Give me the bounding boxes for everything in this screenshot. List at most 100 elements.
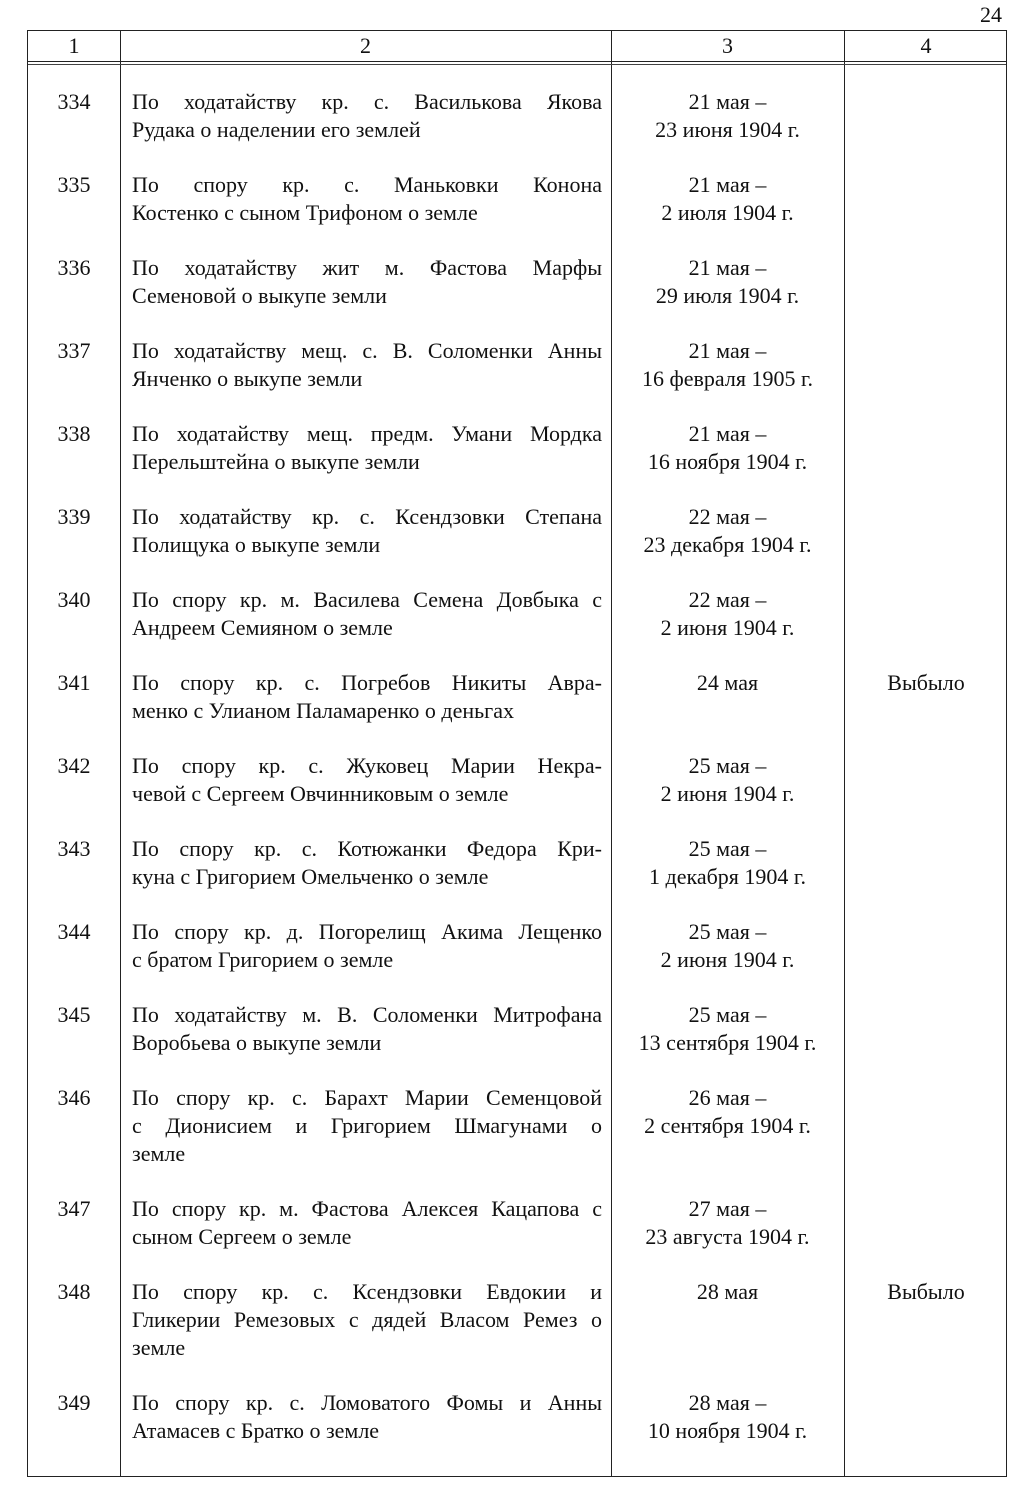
case-description: По спору кр. д. Погорелищ Акима Лещенко с… [132, 918, 602, 974]
description-line: Рудака о наделении его землей [132, 117, 421, 142]
date-line: 2 июня 1904 г. [660, 781, 795, 806]
date-line: 1 декабря 1904 г. [649, 864, 806, 889]
row-number: 345 [57, 1002, 91, 1027]
table-row: 341 По спору кр. с. Погребов Никиты Авра-… [28, 669, 1006, 752]
description-line: По ходатайству мещ. предм. Умани Мордка [132, 421, 602, 446]
description-line: По спору кр. с. Ломоватого Фомы и Анны [132, 1390, 602, 1415]
date-line: 2 июня 1904 г. [660, 947, 795, 972]
table-row: 343 По спору кр. с. Котюжанки Федора Кри-… [28, 835, 1006, 918]
case-description: По спору кр. с. Барахт Марии Семенцовой с… [132, 1084, 602, 1168]
header-col-1: 1 [68, 33, 80, 58]
date-line: 28 мая [696, 1279, 759, 1304]
date-line: 25 мая – [688, 753, 767, 778]
table-row: 337 По ходатайству мещ. с. В. Соломенки А… [28, 337, 1006, 420]
description-line: Андреем Семияном о земле [132, 615, 393, 640]
description-line: По ходатайству жит м. Фастова Марфы [132, 255, 602, 280]
description-line: Воробьева о выкупе земли [132, 1030, 382, 1055]
description-line: чевой с Сергеем Овчинниковым о земле [132, 781, 509, 806]
date-line: 21 мая – [688, 172, 767, 197]
case-description: По спору кр. с. Котюжанки Федора Кри-кун… [132, 835, 602, 891]
table-row: 336 По ходатайству жит м. Фастова Марфы Се… [28, 254, 1006, 337]
case-description: По спору кр. м. Фастова Алексея Кацапова… [132, 1195, 602, 1251]
row-number: 337 [57, 338, 91, 363]
row-number: 338 [57, 421, 91, 446]
row-number: 335 [57, 172, 91, 197]
row-number: 342 [57, 753, 91, 778]
row-number: 349 [57, 1390, 91, 1415]
case-description: По спору кр. м. Василева Семена Довбыка … [132, 586, 602, 642]
description-line: с братом Григорием о земле [132, 947, 394, 972]
table-row: 346 По спору кр. с. Барахт Марии Семенцов… [28, 1084, 1006, 1195]
row-number: 336 [57, 255, 91, 280]
case-description: По спору кр. с. Погребов Никиты Авра-мен… [132, 669, 602, 725]
header-underline [28, 64, 1006, 65]
case-description: По ходатайству м. В. Соломенки Митрофана… [132, 1001, 602, 1057]
description-line: По спору кр. д. Погорелищ Акима Лещенко [132, 919, 602, 944]
date-line: 24 мая [696, 670, 759, 695]
date-line: 16 февраля 1905 г. [641, 366, 813, 391]
table-row: 349 По спору кр. с. Ломоватого Фомы и Анн… [28, 1389, 1006, 1472]
table-row: 338 По ходатайству мещ. предм. Умани Морд… [28, 420, 1006, 503]
row-number: 341 [57, 670, 91, 695]
case-dates: 22 мая – 23 декабря 1904 г. [611, 503, 844, 559]
date-line: 23 декабря 1904 г. [643, 532, 812, 557]
date-line: 21 мая – [688, 255, 767, 280]
description-line: По спору кр. м. Василева Семена Довбыка … [132, 587, 602, 612]
table-body: 334 По ходатайству кр. с. Василькова Яков… [28, 88, 1006, 1472]
description-line: сыном Сергеем о земле [132, 1224, 352, 1249]
description-line: По ходатайству м. В. Соломенки Митрофана [132, 1002, 602, 1027]
page-number: 24 [980, 2, 1002, 27]
date-line: 25 мая – [688, 1002, 767, 1027]
description-line: По ходатайству кр. с. Ксендзовки Степана [132, 504, 602, 529]
column-divider [844, 31, 845, 1476]
header-col-2: 2 [360, 33, 371, 58]
date-line: 27 мая – [688, 1196, 767, 1221]
description-line: Гликерии Ремезовых с дядей Власом Ремез … [132, 1307, 602, 1332]
row-number: 347 [57, 1196, 91, 1221]
column-divider [611, 31, 612, 1476]
description-line: Костенко с сыном Трифоном о земле [132, 200, 478, 225]
case-dates: 21 мая – 29 июля 1904 г. [611, 254, 844, 310]
description-line: По спору кр. с. Барахт Марии Семенцовой [132, 1085, 602, 1110]
case-dates: 22 мая – 2 июня 1904 г. [611, 586, 844, 642]
table-row: 340 По спору кр. м. Василева Семена Довбы… [28, 586, 1006, 669]
description-line: Атамасев с Братко о земле [132, 1418, 380, 1443]
description-line: Семеновой о выкупе земли [132, 283, 387, 308]
description-line: земле [132, 1335, 186, 1360]
row-number: 343 [57, 836, 91, 861]
description-line: куна с Григорием Омельченко о земле [132, 864, 489, 889]
case-dates: 24 мая [611, 669, 844, 697]
date-line: 22 мая – [688, 587, 767, 612]
case-description: По спору кр. с. Маньковки Конона Костенко… [132, 171, 602, 227]
case-description: По спору кр. с. Ломоватого Фомы и Анны Ат… [132, 1389, 602, 1445]
case-dates: 21 мая – 23 июня 1904 г. [611, 88, 844, 144]
date-line: 2 июня 1904 г. [660, 615, 795, 640]
description-line: По ходатайству мещ. с. В. Соломенки Анны [132, 338, 602, 363]
case-note: Выбыло [887, 1279, 965, 1304]
description-line: менко с Улианом Паламаренко о деньгах [132, 698, 514, 723]
table-row: 342 По спору кр. с. Жуковец Марии Некра-ч… [28, 752, 1006, 835]
description-line: Янченко о выкупе земли [132, 366, 363, 391]
description-line: По спору кр. с. Жуковец Марии Некра- [132, 753, 602, 778]
description-line: По ходатайству кр. с. Василькова Якова [132, 89, 602, 114]
date-line: 25 мая – [688, 919, 767, 944]
row-number: 334 [57, 89, 91, 114]
header-row: 1 2 3 4 [28, 31, 1006, 62]
case-description: По ходатайству мещ. предм. Умани Мордка П… [132, 420, 602, 476]
date-line: 28 мая – [688, 1390, 767, 1415]
case-dates: 28 мая [611, 1278, 844, 1306]
case-description: По ходатайству кр. с. Ксендзовки Степана… [132, 503, 602, 559]
case-dates: 25 мая – 13 сентября 1904 г. [611, 1001, 844, 1057]
date-line: 21 мая – [688, 89, 767, 114]
case-dates: 25 мая – 2 июня 1904 г. [611, 752, 844, 808]
description-line: земле [132, 1141, 186, 1166]
description-line: По спору кр. м. Фастова Алексея Кацапова… [132, 1196, 602, 1221]
table-row: 347 По спору кр. м. Фастова Алексея Кацап… [28, 1195, 1006, 1278]
table-row: 348 По спору кр. с. Ксендзовки Евдокии и Г… [28, 1278, 1006, 1389]
case-dates: 25 мая – 1 декабря 1904 г. [611, 835, 844, 891]
case-description: По спору кр. с. Ксендзовки Евдокии и Глик… [132, 1278, 602, 1362]
table-row: 339 По ходатайству кр. с. Ксендзовки Степ… [28, 503, 1006, 586]
header-col-4: 4 [920, 33, 932, 58]
date-line: 2 сентября 1904 г. [644, 1113, 811, 1138]
description-line: с Дионисием и Григорием Шмагунами о [132, 1113, 602, 1138]
